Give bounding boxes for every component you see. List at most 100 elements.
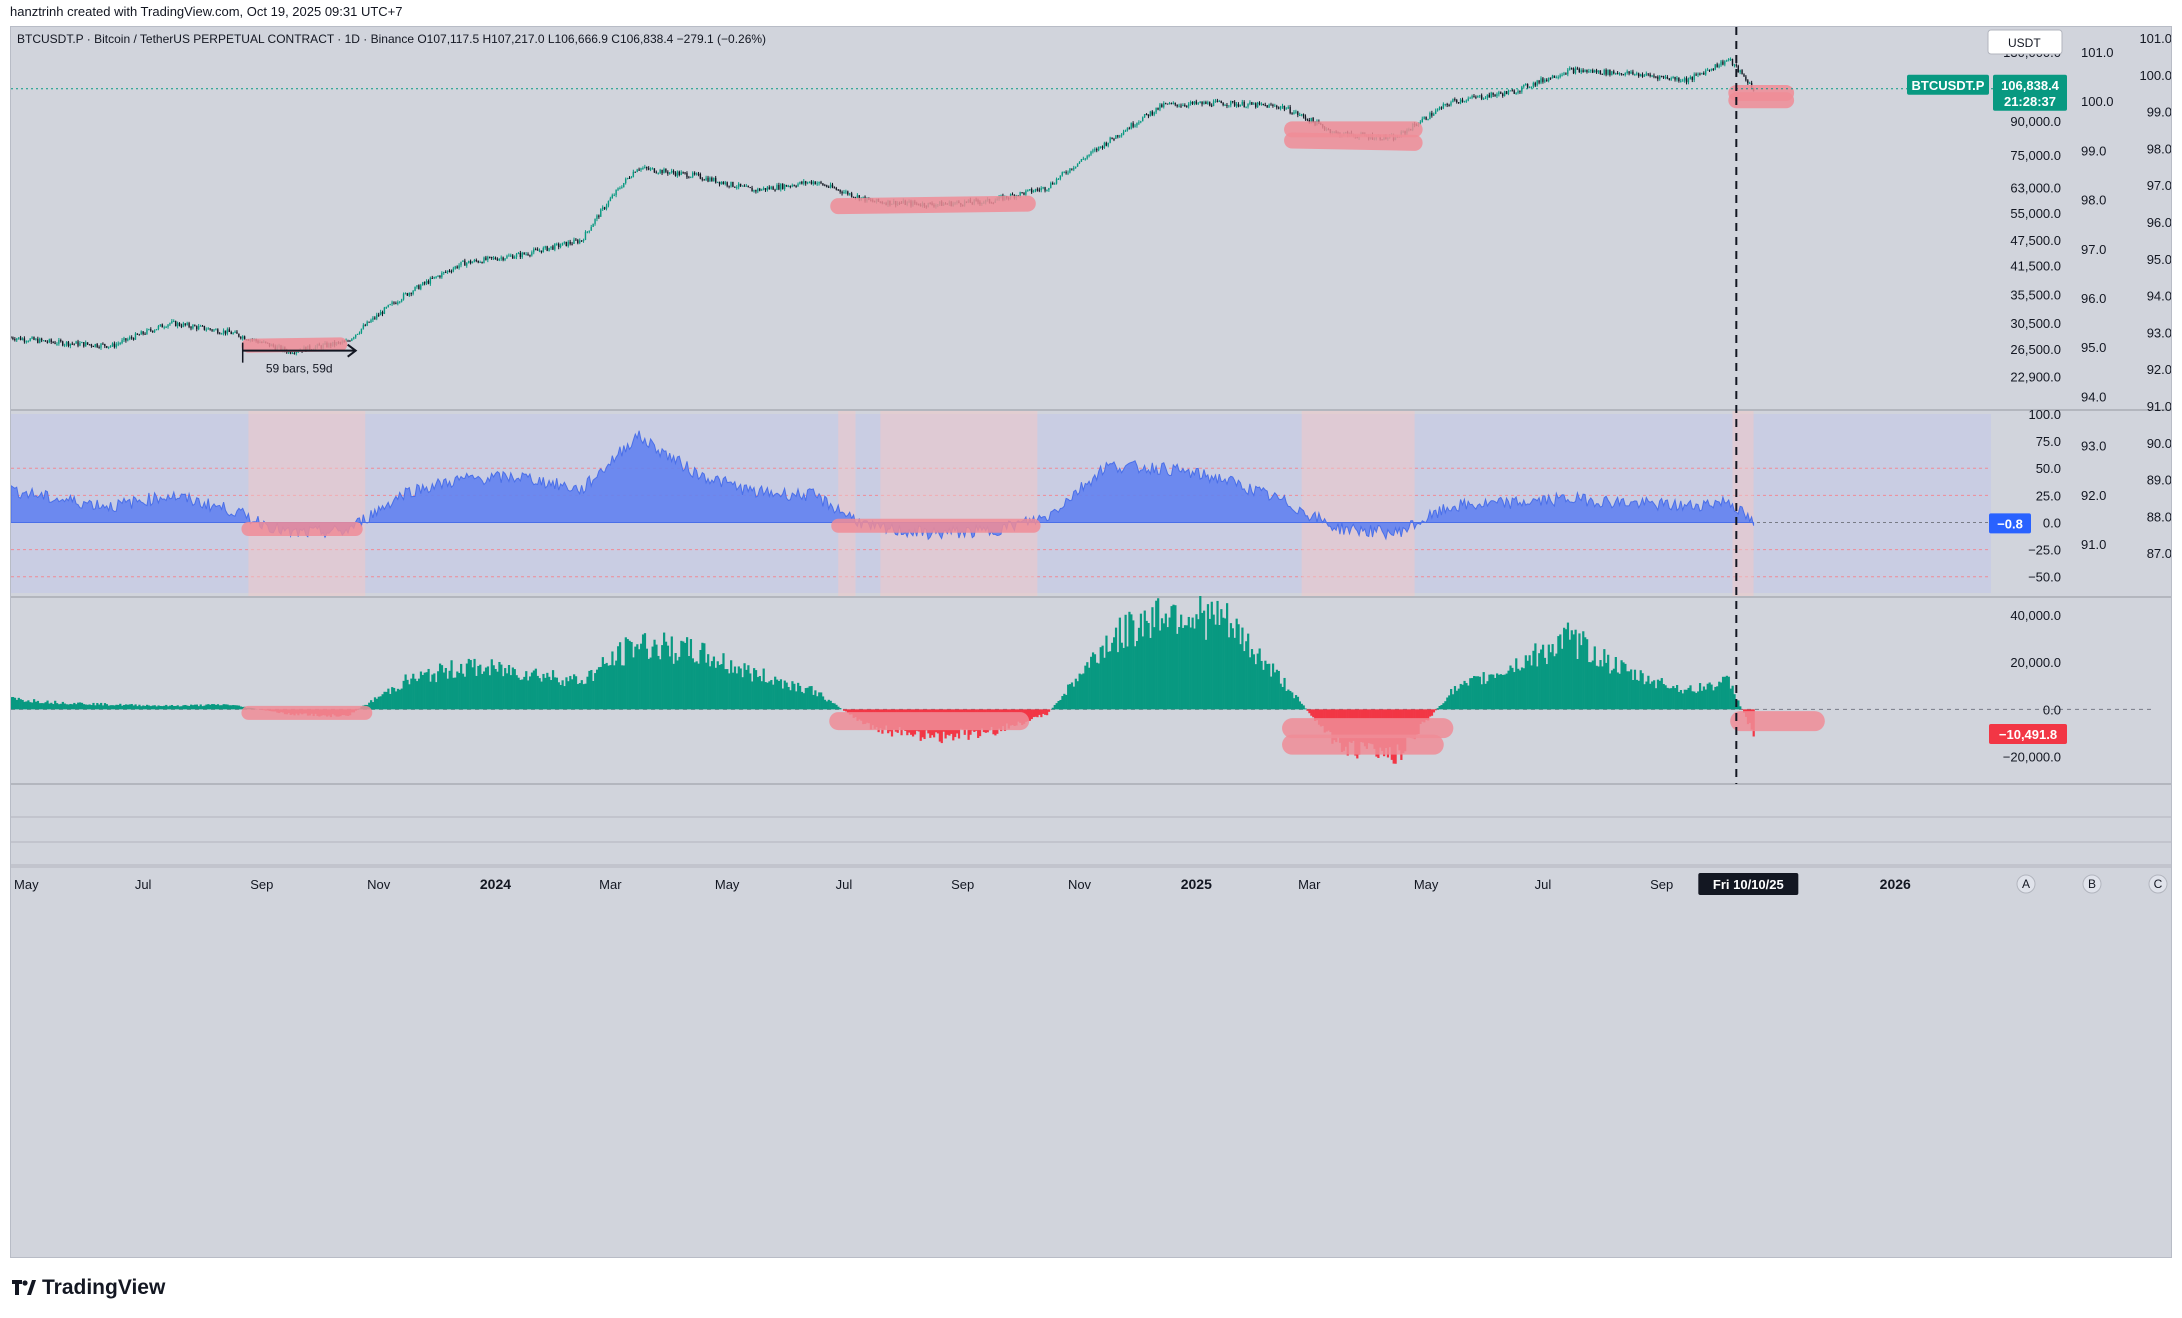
candle-body [552, 246, 554, 250]
histogram-bar [498, 661, 501, 710]
histogram-bar [1561, 648, 1564, 710]
histogram-bar [628, 640, 631, 710]
candle-body [219, 333, 221, 335]
histogram-bar [398, 689, 401, 710]
secondary-scale-b-label: 93.0 [2147, 325, 2171, 340]
histogram-bar [791, 681, 794, 710]
time-axis-label: Mar [1298, 877, 1321, 892]
time-axis-label: Mar [599, 877, 622, 892]
histogram-bar [550, 680, 553, 710]
histogram-bar [123, 704, 126, 710]
histogram-bar [48, 703, 51, 710]
header-credit: hanztrinh created with TradingView.com, … [10, 4, 403, 19]
histogram-bar [613, 665, 616, 710]
histogram-bar [653, 639, 656, 710]
histogram-bar [743, 663, 746, 710]
candle-body [1553, 75, 1556, 78]
candle-body [1164, 103, 1167, 105]
histogram-bar [168, 705, 172, 710]
candle-body [1172, 102, 1175, 104]
histogram-bar [844, 709, 848, 712]
candle-body [793, 185, 795, 187]
histogram-bar [1679, 690, 1683, 710]
histogram-bar [1586, 639, 1589, 710]
histogram-bar [452, 677, 455, 710]
histogram-bar [843, 709, 846, 711]
histogram-bar [1151, 607, 1154, 710]
candle-body [381, 312, 384, 314]
histogram-bar [228, 705, 231, 710]
candle-body [464, 260, 466, 266]
histogram-bar [1252, 654, 1256, 710]
histogram-bar [460, 663, 463, 710]
histogram-bar [697, 663, 700, 710]
histogram-bar [419, 671, 423, 710]
candle-body [602, 207, 604, 210]
time-axis-label: Jul [135, 877, 152, 892]
scale-button[interactable] [2148, 874, 2168, 894]
candle-body [1237, 104, 1240, 107]
chart-canvas[interactable]: 59 bars, 59d 130,000.0110,000.090,000.07… [11, 27, 2171, 1257]
histogram-bar [224, 704, 227, 710]
candle-body [1080, 159, 1083, 162]
candle-body [1027, 189, 1029, 191]
histogram-bar [1515, 658, 1518, 710]
candle-body [354, 334, 357, 338]
scale-button[interactable] [2082, 874, 2102, 894]
scale-button[interactable] [2016, 874, 2036, 894]
candle-body [1691, 77, 1693, 80]
candle-body [1484, 98, 1487, 100]
candle-body [1425, 116, 1427, 120]
candle-body [759, 188, 761, 191]
candle-body [1232, 101, 1234, 103]
histogram-bar [783, 680, 786, 710]
candle-body [1040, 188, 1042, 191]
histogram-bar [1710, 684, 1713, 710]
candle-body [1582, 70, 1584, 73]
histogram-bar [408, 684, 411, 710]
currency-button[interactable] [1987, 29, 2063, 55]
histogram-bar [592, 681, 595, 710]
candle-body [39, 338, 41, 343]
candle-body [439, 275, 441, 278]
histogram-bar [615, 660, 618, 710]
candle-body [515, 254, 518, 257]
candle-body [669, 172, 671, 174]
candle-body [69, 343, 72, 346]
candle-body [1442, 104, 1445, 109]
candle-body [1285, 108, 1288, 110]
histogram-bar [511, 667, 514, 710]
symbol-badge [1907, 74, 1989, 95]
chart-frame[interactable]: 59 bars, 59d 130,000.0110,000.090,000.07… [10, 26, 2172, 1258]
candle-body [399, 301, 401, 303]
histogram-bar [1674, 688, 1677, 710]
histogram-bar [753, 668, 756, 710]
histogram-bar [1693, 691, 1696, 710]
histogram-bar [632, 657, 635, 710]
histogram-bar [38, 703, 41, 710]
candle-body [433, 276, 435, 279]
candle-body [1565, 73, 1567, 75]
histogram-bar [1072, 686, 1076, 710]
candle-body [11, 337, 12, 339]
candle-body [462, 260, 464, 262]
histogram-bar [396, 688, 400, 710]
candle-body [140, 331, 142, 335]
candle-body [506, 255, 508, 259]
candle-body [1517, 91, 1519, 93]
candle-body [862, 196, 864, 198]
histogram-bar [167, 706, 170, 710]
highlight-stroke [1284, 132, 1423, 151]
tradingview-logo[interactable]: TradingView [12, 1276, 165, 1300]
histogram-bar [147, 705, 151, 710]
histogram-bar [676, 660, 679, 710]
histogram-bar [1059, 699, 1062, 710]
candle-body [349, 340, 351, 342]
histogram-bar [553, 677, 557, 710]
candle-body [667, 171, 669, 174]
histogram-bar [837, 706, 840, 710]
candle-body [86, 342, 89, 345]
candle-body [1641, 74, 1644, 77]
candle-body [1120, 134, 1123, 136]
candle-body [52, 342, 54, 344]
